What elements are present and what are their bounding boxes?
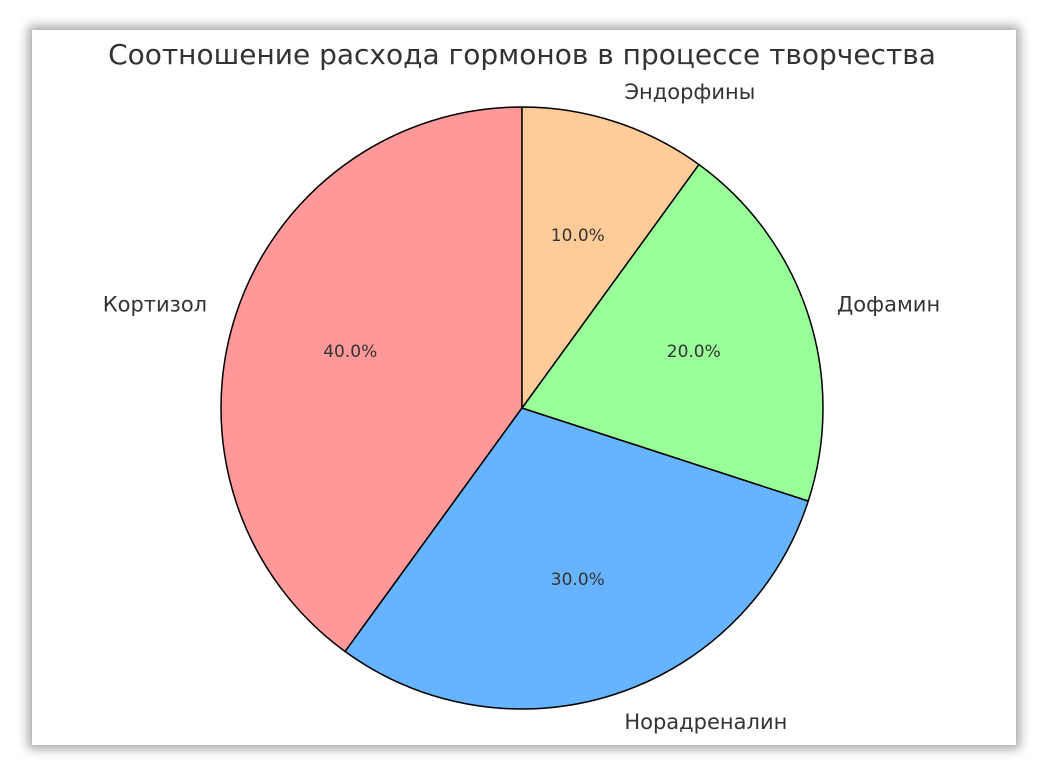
- pie-slice: [344, 407, 810, 710]
- slice-label: Кортизол: [103, 293, 207, 317]
- pie-slice: [220, 106, 523, 653]
- pie-slice: [521, 106, 700, 409]
- pie-slice: [521, 163, 824, 502]
- chart-title: Соотношение расхода гормонов в процессе …: [108, 38, 936, 71]
- value-label: 30.0%: [551, 570, 605, 590]
- slice-label: Норадреналин: [624, 710, 787, 734]
- slice-label: Эндорфины: [624, 80, 755, 104]
- value-label: 40.0%: [323, 342, 377, 362]
- value-label: 20.0%: [667, 342, 721, 362]
- value-label: 10.0%: [551, 226, 605, 246]
- slice-label: Дофамин: [837, 293, 940, 317]
